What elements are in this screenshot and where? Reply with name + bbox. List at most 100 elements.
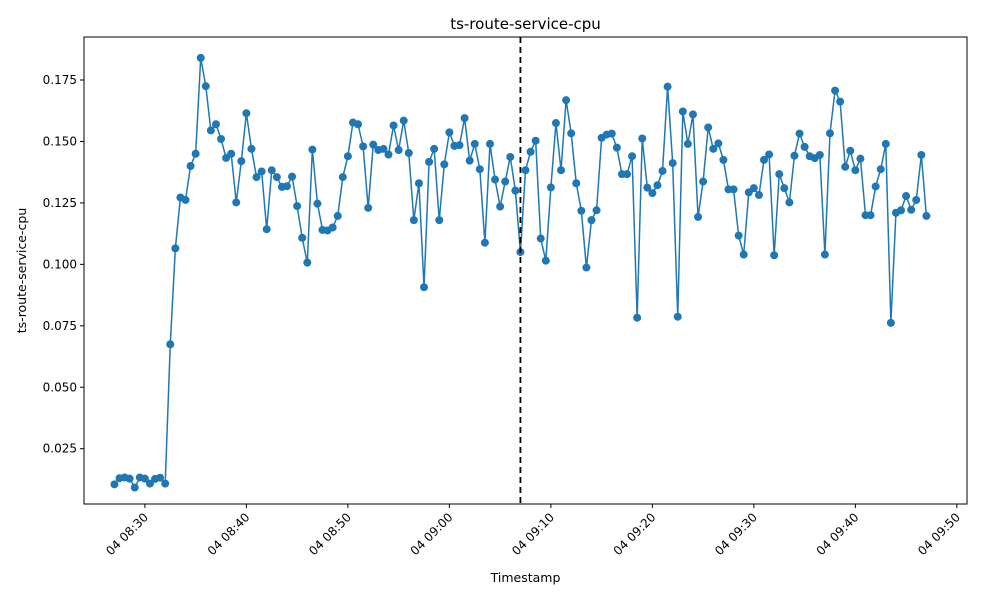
data-point <box>181 195 190 204</box>
y-tick-label: 0.150 <box>43 134 77 148</box>
data-point <box>907 205 916 214</box>
data-point <box>511 186 520 195</box>
y-tick-label: 0.125 <box>43 196 77 210</box>
data-point <box>496 202 505 211</box>
data-point <box>186 162 195 171</box>
data-point <box>836 97 845 106</box>
data-point <box>404 149 413 158</box>
data-point <box>622 170 631 179</box>
data-point <box>394 146 403 155</box>
data-point <box>237 157 246 166</box>
data-point <box>719 155 728 164</box>
data-point <box>506 152 515 161</box>
data-point <box>430 144 439 153</box>
data-point <box>633 313 642 322</box>
data-point <box>526 147 535 156</box>
data-point <box>171 244 180 253</box>
data-point <box>267 166 276 175</box>
data-point <box>546 183 555 192</box>
plot-frame <box>83 36 968 505</box>
data-point <box>303 258 312 267</box>
data-point <box>125 474 134 483</box>
data-point <box>754 191 763 200</box>
data-point <box>612 143 621 152</box>
data-point <box>227 149 236 158</box>
data-point <box>567 129 576 138</box>
data-point <box>881 139 890 148</box>
data-point <box>364 203 373 212</box>
data-point <box>607 129 616 138</box>
data-point <box>846 146 855 155</box>
data-point <box>379 144 388 153</box>
data-point <box>338 173 347 182</box>
data-point <box>866 211 875 220</box>
data-point <box>785 198 794 207</box>
data-point <box>247 144 256 153</box>
data-point <box>384 150 393 159</box>
data-point <box>298 233 307 242</box>
data-point <box>288 172 297 181</box>
data-point <box>201 82 210 91</box>
data-point <box>917 150 926 159</box>
y-tick-label: 0.025 <box>43 442 77 456</box>
data-point <box>694 212 703 221</box>
data-point <box>211 120 220 129</box>
y-tick-label: 0.050 <box>43 380 77 394</box>
data-point <box>354 120 363 129</box>
data-point <box>425 157 434 166</box>
data-point <box>206 126 215 135</box>
data-point <box>536 234 545 243</box>
data-point <box>465 156 474 165</box>
data-point <box>161 479 170 488</box>
data-point <box>359 142 368 151</box>
data-point <box>653 181 662 190</box>
data-point <box>775 170 784 179</box>
y-axis-label: ts-route-service-cpu <box>14 208 29 333</box>
data-point <box>886 318 895 327</box>
data-point <box>709 144 718 153</box>
data-point <box>399 116 408 125</box>
data-point <box>699 177 708 186</box>
data-point <box>856 154 865 163</box>
data-point <box>262 225 271 234</box>
y-tick-label: 0.075 <box>43 319 77 333</box>
data-point <box>485 139 494 148</box>
data-point <box>440 160 449 169</box>
data-point <box>313 199 322 208</box>
data-point <box>420 283 429 292</box>
data-point <box>470 139 479 148</box>
data-point <box>673 312 682 321</box>
data-point <box>272 173 281 182</box>
data-point <box>749 184 758 193</box>
data-point <box>800 142 809 151</box>
data-point <box>912 195 921 204</box>
data-point <box>871 182 880 191</box>
data-point <box>308 145 317 154</box>
data-point <box>333 211 342 220</box>
data-point <box>760 155 769 164</box>
data-point <box>217 135 226 143</box>
data-point <box>328 223 337 232</box>
data-point <box>232 198 241 207</box>
data-point <box>460 114 469 123</box>
data-point <box>577 206 586 215</box>
data-point <box>592 206 601 215</box>
data-point <box>130 483 139 492</box>
data-point <box>475 165 484 174</box>
data-point <box>638 134 647 143</box>
data-point <box>521 166 530 175</box>
data-point <box>897 206 906 215</box>
data-point <box>648 189 657 198</box>
data-point <box>780 184 789 193</box>
data-point <box>435 216 444 225</box>
data-point <box>445 128 454 137</box>
data-point <box>790 151 799 160</box>
data-point <box>582 263 591 272</box>
data-point <box>678 107 687 116</box>
data-point <box>145 479 154 488</box>
x-axis-label: Timestamp <box>490 570 561 585</box>
data-point <box>714 139 723 148</box>
data-point <box>140 474 149 483</box>
data-point <box>729 185 738 194</box>
